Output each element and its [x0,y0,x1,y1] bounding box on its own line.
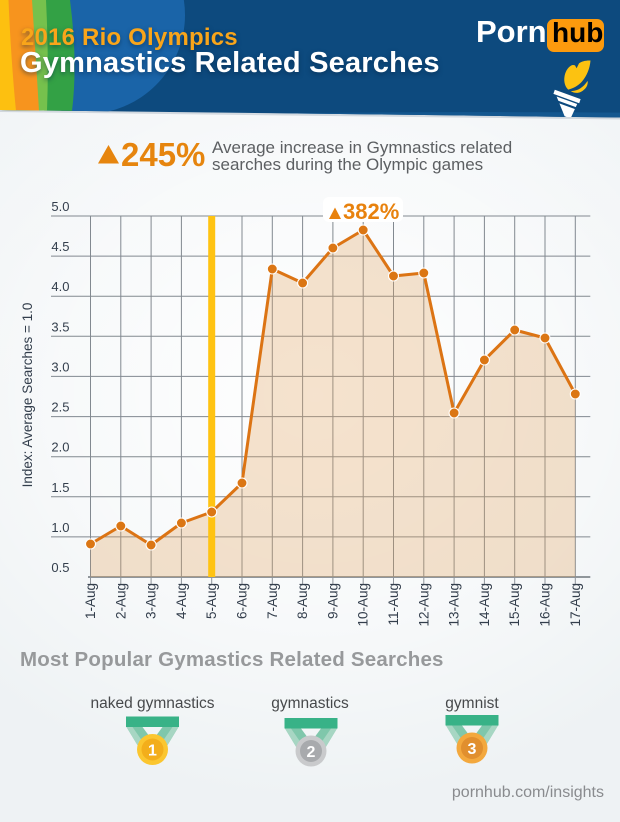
svg-text:2-Aug: 2-Aug [113,583,128,619]
svg-text:5.0: 5.0 [51,199,69,214]
svg-text:0.5: 0.5 [51,560,69,575]
svg-text:3.5: 3.5 [51,319,69,334]
svg-text:7-Aug: 7-Aug [265,583,280,619]
svg-text:13-Aug: 13-Aug [447,583,462,627]
svg-text:16-Aug: 16-Aug [538,583,553,627]
svg-text:15-Aug: 15-Aug [507,583,522,627]
svg-text:4-Aug: 4-Aug [174,583,189,619]
svg-text:10-Aug: 10-Aug [356,583,371,627]
svg-text:382%: 382% [343,199,399,224]
svg-text:1.0: 1.0 [51,520,69,535]
svg-text:3: 3 [468,741,477,758]
svg-text:Index: Average Searches = 1.0: Index: Average Searches = 1.0 [20,303,35,488]
svg-text:gymnastics: gymnastics [271,695,349,712]
svg-text:11-Aug: 11-Aug [386,583,401,626]
svg-text:gymnist: gymnist [445,695,499,712]
svg-text:14-Aug: 14-Aug [477,583,492,627]
svg-text:4.5: 4.5 [51,239,69,254]
svg-text:1.5: 1.5 [51,480,69,495]
svg-text:17-Aug: 17-Aug [568,583,583,627]
svg-text:5-Aug: 5-Aug [204,583,219,619]
svg-text:2: 2 [307,744,316,761]
svg-text:12-Aug: 12-Aug [416,583,431,627]
svg-text:8-Aug: 8-Aug [295,583,310,619]
svg-text:6-Aug: 6-Aug [235,583,250,619]
svg-text:1: 1 [148,743,157,760]
svg-text:naked gymnastics: naked gymnastics [90,695,214,712]
svg-text:9-Aug: 9-Aug [325,583,340,619]
svg-text:2.5: 2.5 [51,400,69,415]
svg-text:1-Aug: 1-Aug [83,583,98,619]
svg-text:2.0: 2.0 [51,440,69,455]
svg-text:3.0: 3.0 [51,359,69,374]
svg-text:3-Aug: 3-Aug [144,583,159,619]
svg-text:4.0: 4.0 [51,279,69,294]
